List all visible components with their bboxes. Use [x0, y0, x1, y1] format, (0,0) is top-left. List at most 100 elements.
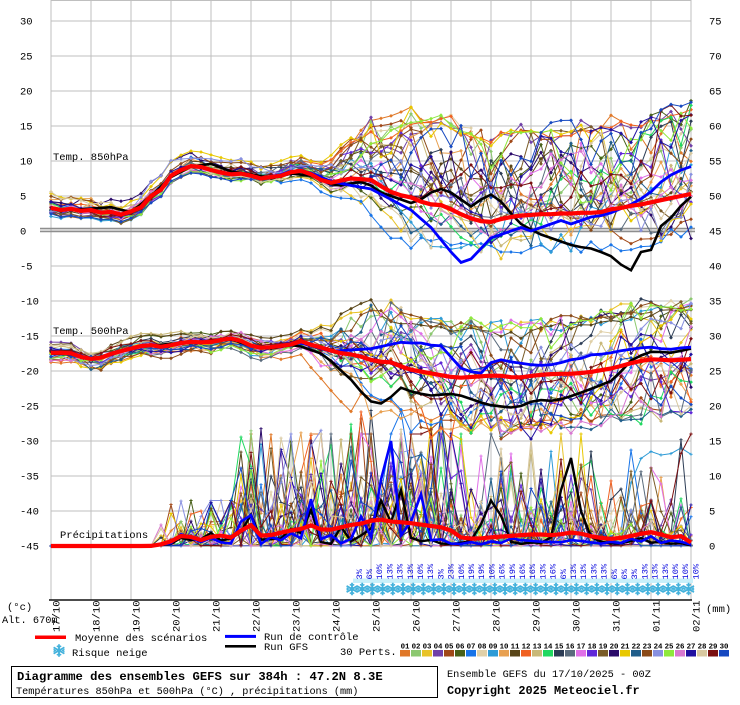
svg-text:75: 75: [709, 17, 722, 29]
svg-text:06: 06: [456, 644, 465, 652]
svg-text:Moyenne des scénarios: Moyenne des scénarios: [75, 633, 207, 645]
svg-text:0: 0: [20, 227, 26, 239]
svg-text:6%: 6%: [610, 568, 620, 579]
svg-text:13%: 13%: [538, 563, 548, 579]
svg-text:19%: 19%: [467, 563, 477, 579]
svg-text:02: 02: [412, 644, 421, 652]
svg-text:-10: -10: [20, 297, 39, 309]
svg-text:03: 03: [423, 644, 432, 652]
svg-text:11: 11: [511, 644, 520, 652]
svg-text:09: 09: [489, 644, 498, 652]
svg-text:21: 21: [621, 644, 630, 652]
svg-text:25: 25: [20, 52, 33, 64]
svg-text:30/10: 30/10: [571, 600, 583, 632]
svg-text:10%: 10%: [375, 563, 385, 579]
svg-text:5: 5: [709, 507, 715, 519]
svg-text:Copyright 2025 Meteociel.fr: Copyright 2025 Meteociel.fr: [447, 684, 640, 698]
svg-text:18: 18: [588, 644, 597, 652]
svg-text:-30: -30: [20, 437, 39, 449]
svg-text:(°c): (°c): [7, 602, 32, 614]
svg-text:40: 40: [709, 262, 722, 274]
svg-text:22/10: 22/10: [251, 600, 263, 632]
svg-text:16%: 16%: [518, 563, 528, 579]
svg-text:Run GFS: Run GFS: [264, 642, 308, 654]
svg-text:6%: 6%: [559, 568, 569, 579]
svg-text:01: 01: [401, 644, 410, 652]
svg-text:5: 5: [20, 192, 26, 204]
svg-text:3%: 3%: [355, 568, 365, 579]
svg-text:13%: 13%: [640, 563, 650, 579]
svg-text:Temp. 850hPa: Temp. 850hPa: [53, 152, 129, 164]
svg-text:10: 10: [500, 644, 509, 652]
svg-text:6%: 6%: [365, 568, 375, 579]
svg-text:Températures 850hPa et 500hPa: Températures 850hPa et 500hPa (°C) , pré…: [16, 686, 358, 698]
svg-text:05: 05: [445, 644, 454, 652]
svg-text:30: 30: [720, 644, 729, 652]
svg-text:20: 20: [610, 644, 619, 652]
svg-text:Ensemble GEFS du 17/10/2025 -: Ensemble GEFS du 17/10/2025 - 00Z: [447, 669, 651, 681]
svg-text:10%: 10%: [487, 563, 497, 579]
svg-text:10: 10: [709, 472, 722, 484]
svg-text:27/10: 27/10: [451, 600, 463, 632]
svg-text:20: 20: [709, 402, 722, 414]
svg-text:0: 0: [709, 542, 715, 554]
svg-text:13%: 13%: [396, 563, 406, 579]
svg-text:23/10: 23/10: [291, 600, 303, 632]
svg-text:25/10: 25/10: [371, 600, 383, 632]
svg-text:(mm): (mm): [706, 604, 731, 616]
svg-text:30 Perts.: 30 Perts.: [340, 647, 397, 659]
svg-text:13: 13: [533, 644, 542, 652]
svg-text:25: 25: [709, 367, 722, 379]
svg-text:19/10: 19/10: [131, 600, 143, 632]
svg-text:Diagramme des ensembles GEFS s: Diagramme des ensembles GEFS sur 384h : …: [17, 670, 383, 684]
svg-text:-15: -15: [20, 332, 39, 344]
svg-text:23%: 23%: [447, 563, 457, 579]
svg-text:3%: 3%: [630, 568, 640, 579]
svg-text:10%: 10%: [671, 563, 681, 579]
svg-text:6%: 6%: [620, 568, 630, 579]
svg-text:Alt. 670m: Alt. 670m: [2, 615, 58, 627]
svg-text:30: 30: [20, 17, 33, 29]
svg-text:20: 20: [20, 87, 33, 99]
svg-text:04: 04: [434, 644, 443, 652]
svg-text:15: 15: [709, 437, 722, 449]
svg-text:19%: 19%: [477, 563, 487, 579]
svg-text:16%: 16%: [549, 563, 559, 579]
svg-text:21/10: 21/10: [211, 600, 223, 632]
svg-text:10%: 10%: [457, 563, 467, 579]
svg-text:24: 24: [654, 644, 663, 652]
svg-text:35: 35: [709, 297, 722, 309]
svg-text:16: 16: [566, 644, 575, 652]
svg-text:12: 12: [522, 644, 531, 652]
svg-text:02/11: 02/11: [691, 600, 703, 632]
svg-text:29: 29: [709, 644, 718, 652]
svg-text:-25: -25: [20, 402, 39, 414]
svg-text:13%: 13%: [426, 563, 436, 579]
svg-text:Risque neige: Risque neige: [72, 648, 148, 660]
svg-text:28: 28: [698, 644, 707, 652]
svg-text:Précipitations: Précipitations: [60, 530, 148, 542]
svg-text:-35: -35: [20, 472, 39, 484]
svg-text:55: 55: [709, 157, 722, 169]
svg-text:16%: 16%: [528, 563, 538, 579]
svg-text:13%: 13%: [569, 563, 579, 579]
svg-text:-40: -40: [20, 507, 39, 519]
svg-text:13%: 13%: [600, 563, 610, 579]
svg-text:13%: 13%: [661, 563, 671, 579]
svg-text:07: 07: [467, 644, 476, 652]
svg-text:17/10: 17/10: [51, 600, 63, 632]
svg-text:25: 25: [665, 644, 674, 652]
svg-text:17: 17: [577, 644, 586, 652]
svg-text:19%: 19%: [508, 563, 518, 579]
svg-text:13%: 13%: [385, 563, 395, 579]
svg-text:16%: 16%: [498, 563, 508, 579]
svg-text:15: 15: [20, 122, 33, 134]
svg-text:26: 26: [676, 644, 685, 652]
svg-text:14: 14: [544, 644, 553, 652]
svg-text:-20: -20: [20, 367, 39, 379]
svg-text:22: 22: [632, 644, 641, 652]
svg-text:31/10: 31/10: [611, 600, 623, 632]
svg-text:60: 60: [709, 122, 722, 134]
svg-text:26/10: 26/10: [411, 600, 423, 632]
svg-text:3%: 3%: [436, 568, 446, 579]
